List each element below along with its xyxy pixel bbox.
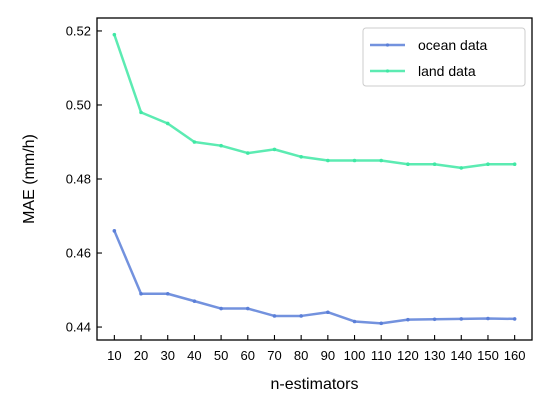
data-point: [379, 321, 384, 326]
x-tick-label: 50: [214, 348, 228, 363]
data-point: [326, 158, 330, 163]
x-axis-label: n-estimators: [270, 376, 358, 393]
x-tick-label: 110: [371, 348, 392, 363]
data-point: [379, 158, 384, 163]
x-tick-label: 120: [397, 348, 419, 363]
data-point: [139, 291, 143, 296]
legend-marker-land: [385, 69, 390, 73]
data-point: [165, 291, 170, 296]
series-line-1: [113, 34, 515, 170]
data-point: [165, 121, 170, 126]
x-tick-label: 150: [477, 348, 499, 363]
y-tick-label: 0.44: [66, 320, 91, 335]
data-point: [192, 299, 197, 303]
legend-label-ocean: ocean data: [418, 37, 487, 53]
y-tick-label: 0.46: [66, 246, 91, 261]
data-point: [272, 147, 277, 152]
data-point: [219, 143, 223, 148]
data-point: [432, 317, 437, 322]
legend-marker-ocean: [385, 43, 390, 47]
x-tick-label: 70: [267, 348, 281, 363]
y-tick-label: 0.50: [66, 97, 91, 112]
legend-label-land: land data: [418, 63, 476, 79]
series-layer: [112, 32, 517, 326]
data-point: [352, 319, 357, 324]
x-tick-label: 30: [160, 348, 174, 363]
data-point: [486, 162, 490, 166]
data-point: [326, 310, 330, 315]
data-point: [299, 314, 303, 318]
legend: ocean data land data: [362, 27, 526, 87]
data-point: [299, 154, 303, 159]
data-point: [459, 166, 464, 170]
data-point: [352, 158, 357, 163]
x-tick-label: 20: [134, 348, 148, 363]
data-point: [112, 229, 117, 233]
x-tick-label: 60: [241, 348, 255, 363]
x-tick-label: 10: [107, 348, 121, 363]
ticks-layer: 10 20 30 40 50 60 70 80 90 100 110 120 130 140 150 160 0…: [66, 23, 526, 363]
x-tick-label: 100: [344, 348, 366, 363]
x-tick-label: 140: [450, 348, 472, 363]
x-tick-label: 130: [424, 348, 446, 363]
data-point: [245, 306, 250, 311]
x-tick-label: 40: [187, 348, 201, 363]
data-point: [139, 110, 143, 115]
data-point: [112, 32, 117, 37]
data-point: [512, 317, 517, 321]
data-point: [406, 162, 410, 166]
x-tick-label: 160: [504, 348, 526, 363]
data-point: [245, 151, 250, 155]
data-point: [459, 317, 464, 321]
y-tick-label: 0.48: [66, 172, 91, 187]
data-point: [192, 140, 197, 144]
y-axis-label: MAE (mm/h): [21, 134, 38, 224]
x-tick-label: 90: [321, 348, 335, 363]
x-tick-label: 80: [294, 348, 308, 363]
series-line-0: [113, 230, 515, 325]
data-point: [512, 162, 517, 166]
data-point: [486, 316, 490, 321]
y-tick-label: 0.52: [66, 23, 91, 38]
data-point: [406, 317, 410, 322]
data-point: [432, 162, 437, 166]
data-point: [219, 306, 223, 311]
data-point: [272, 314, 277, 318]
